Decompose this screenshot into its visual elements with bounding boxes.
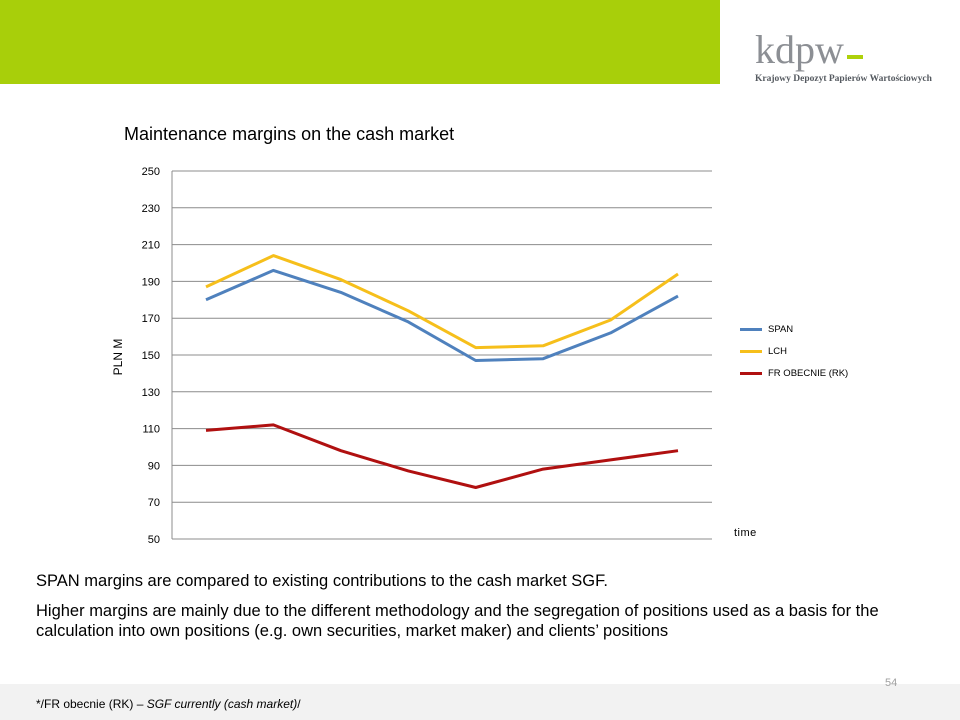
legend-swatch-fr [740,371,762,375]
footnote-prefix: */FR obecnie (RK) – [36,697,147,711]
y-tick-label-90: 90 [148,460,160,472]
legend-item-span: SPAN [740,318,848,340]
chart-title: Maintenance margins on the cash market [124,124,455,144]
y-tick-label-250: 250 [142,166,160,178]
legend-label-lch: LCH [768,345,788,357]
y-tick-label-230: 230 [142,203,160,215]
y-tick-label-190: 190 [142,276,160,288]
kdpw-logo: kdpw Krajowy Depozyt Papierów Wartościow… [755,30,945,90]
y-tick-label-130: 130 [142,387,160,399]
legend-item-fr: FR OBECNIE (RK) [740,362,848,384]
y-tick-label-170: 170 [142,313,160,325]
y-tick-label-150: 150 [142,350,160,362]
body-paragraph-2: Higher margins are mainly due to the dif… [36,602,879,640]
header-green-bar [0,0,720,84]
y-tick-label-50: 50 [148,534,160,546]
body-text: SPAN margins are compared to existing co… [36,571,926,651]
legend-label-span: SPAN [768,323,794,335]
footnote: */FR obecnie (RK) – SGF currently (cash … [36,697,301,711]
page-number: 54 [885,677,898,689]
logo-subtitle: Krajowy Depozyt Papierów Wartościowych [755,74,932,84]
series-line-fr-obecnie-rk [205,423,679,489]
footer-band [0,684,960,720]
legend-swatch-lch [740,349,762,353]
footnote-italic: SGF currently (cash market) [146,697,298,711]
y-tick-labels: 50 70 90 110 130 150 170 190 210 230 250 [142,166,160,546]
series-line-lch [205,254,679,350]
footnote-suffix: / [297,697,301,711]
legend-item-lch: LCH [740,340,848,362]
series-lines [205,254,679,489]
gridlines [171,170,712,540]
y-tick-label-70: 70 [148,497,160,509]
y-tick-label-110: 110 [142,424,160,436]
y-tick-label-210: 210 [142,240,160,252]
logo-wordmark: kdpw [755,27,844,72]
body-paragraph-1: SPAN margins are compared to existing co… [36,572,608,590]
legend-swatch-span [740,327,762,331]
x-axis-label: time [734,527,757,539]
logo-underscore-mark [846,55,863,59]
y-axis-label: PLN M [111,338,125,376]
series-line-span [205,268,679,362]
chart-legend: SPAN LCH FR OBECNIE (RK) [740,318,848,384]
legend-label-fr: FR OBECNIE (RK) [768,367,849,379]
